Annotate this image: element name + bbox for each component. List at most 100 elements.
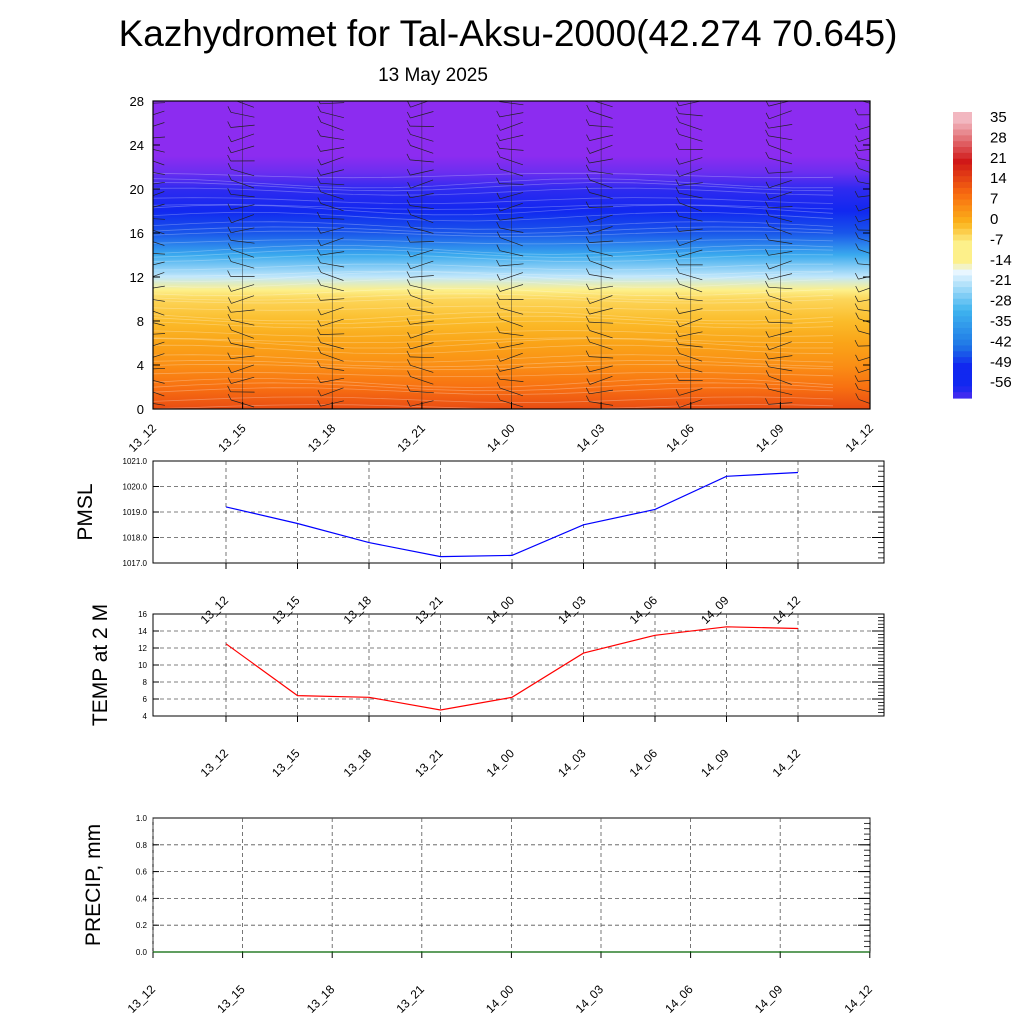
- wind-barb-flag: [765, 262, 770, 270]
- wind-barb-flag: [585, 236, 590, 243]
- wind-barb-flag: [675, 210, 680, 217]
- wind-barb-flag: [496, 150, 501, 158]
- wind-barb-flag: [406, 342, 411, 350]
- temp2m-series-line: [225, 626, 799, 711]
- y-tick-label: 0.8: [136, 841, 148, 850]
- colorbar-segment: [953, 304, 972, 312]
- wind-barb-flag: [227, 337, 232, 344]
- wind-barb: [858, 287, 870, 293]
- colorbar-segment: [953, 135, 972, 142]
- wind-barb-flag: [586, 134, 590, 141]
- wind-barb-flag: [854, 144, 859, 151]
- wind-barb-flag: [227, 270, 231, 277]
- wind-barb: [858, 276, 870, 280]
- wind-barb-flag: [496, 221, 501, 229]
- pmsl-ylabel: PMSL: [74, 483, 97, 540]
- wind-barb-flag: [227, 106, 232, 113]
- wind-barb: [858, 149, 870, 151]
- y-tick-label: 8: [143, 678, 148, 687]
- wind-barb: [858, 249, 870, 254]
- wind-barb-flag: [585, 387, 590, 394]
- contour-line: [153, 187, 834, 196]
- wind-barb-flag: [317, 376, 321, 383]
- colorbar-segment: [953, 345, 972, 352]
- wind-barb: [857, 263, 870, 266]
- wind-barb-flag: [586, 378, 591, 385]
- y-tick-label: 6: [143, 695, 148, 704]
- wind-barb-flag: [496, 214, 500, 221]
- wind-barb-flag: [765, 383, 770, 390]
- colorbar-segment: [953, 147, 972, 154]
- wind-barb-flag: [496, 355, 501, 362]
- wind-barb-flag: [496, 244, 501, 251]
- wind-barb-flag: [856, 94, 859, 100]
- colorbar-segment: [953, 374, 972, 382]
- wind-barb-flag: [675, 107, 680, 114]
- colorbar-segment: [953, 199, 972, 206]
- contour-line: [153, 244, 834, 255]
- wind-barb-flag: [854, 152, 859, 159]
- wind-barb-flag: [406, 350, 411, 358]
- wind-barb: [857, 345, 870, 347]
- wind-barb-flag: [227, 121, 232, 128]
- wind-barb-flag: [406, 111, 411, 119]
- colorbar-label: 35: [990, 109, 1007, 126]
- wind-barb-flag: [317, 105, 321, 112]
- wind-barb-flag: [585, 315, 590, 323]
- wind-barb: [153, 353, 165, 358]
- wind-barb: [858, 218, 870, 223]
- heatmap-y-tick-label: 16: [130, 226, 144, 241]
- wind-barb-flag: [854, 295, 859, 302]
- x-tick-label: 14_03: [555, 746, 589, 780]
- wind-barb: [857, 380, 870, 382]
- wind-barb-flag: [317, 266, 322, 273]
- wind-barb-flag: [675, 143, 680, 150]
- wind-barb-flag: [586, 173, 591, 181]
- wind-barb-flag: [316, 177, 321, 184]
- y-tick-label: 0.4: [136, 894, 148, 903]
- colorbar-segment: [953, 117, 972, 125]
- heatmap-x-tick-label: 14_06: [663, 421, 697, 455]
- wind-barb-flag: [675, 330, 680, 337]
- wind-barbs: [153, 94, 870, 409]
- wind-barb-flag: [765, 233, 769, 241]
- wind-barb-flag: [586, 254, 591, 261]
- wind-barb: [153, 218, 166, 220]
- wind-barb-flag: [496, 231, 501, 238]
- x-tick-label: 13_12: [125, 982, 159, 1016]
- wind-barb-flag: [496, 381, 501, 389]
- colorbar-segment: [953, 129, 972, 136]
- colorbar-segment: [953, 339, 972, 347]
- wind-barb-flag: [227, 226, 232, 233]
- wind-barb: [858, 388, 870, 393]
- wind-barb-flag: [406, 400, 411, 407]
- wind-barb-flag: [585, 395, 590, 402]
- wind-barb-flag: [228, 323, 232, 331]
- wind-barb: [153, 181, 165, 185]
- wind-barb: [153, 333, 166, 335]
- wind-barb-flag: [496, 365, 501, 372]
- wind-barb: [153, 391, 165, 397]
- wind-barb-flag: [496, 326, 500, 333]
- wind-barb-flag: [407, 139, 411, 146]
- colorbar-segment: [953, 269, 972, 277]
- wind-barb-flag: [317, 169, 321, 176]
- wind-barb: [857, 229, 870, 231]
- wind-barb-flag: [407, 289, 411, 296]
- wind-barb: [153, 310, 165, 316]
- wind-barb-flag: [406, 271, 411, 278]
- x-tick-label: 13_21: [393, 982, 427, 1016]
- wind-barb-flag: [765, 220, 770, 227]
- wind-barb-flag: [496, 162, 501, 170]
- wind-barb-flag: [227, 385, 231, 392]
- wind-barb-flag: [765, 289, 770, 296]
- wind-barb-flag: [406, 384, 411, 392]
- wind-barb-flag: [854, 108, 859, 116]
- colorbar-segment: [953, 240, 972, 247]
- contour-line: [153, 305, 834, 311]
- wind-barb-flag: [765, 201, 769, 208]
- wind-barb-flag: [765, 360, 769, 367]
- wind-barb-flag: [586, 365, 590, 372]
- wind-barb-flag: [765, 343, 770, 350]
- wind-barb-flag: [675, 187, 680, 194]
